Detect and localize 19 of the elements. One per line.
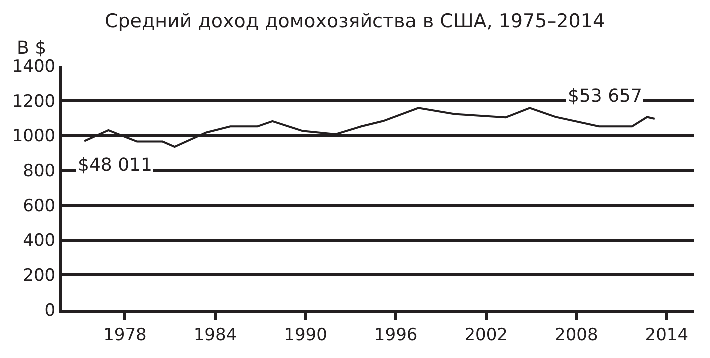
x-tick-label: 2002 — [464, 325, 508, 346]
y-tick-label: 600 — [23, 196, 56, 216]
x-tick-label: 1996 — [374, 325, 418, 346]
x-tick-label: 1978 — [104, 325, 147, 346]
x-tick-label: 1990 — [284, 325, 328, 346]
y-tick-label: 0 — [44, 300, 56, 321]
annotation: $53 657 — [568, 86, 642, 107]
x-tick-label: 2014 — [645, 325, 689, 346]
y-tick-label: 1000 — [12, 126, 56, 147]
y-tick-label: 400 — [23, 231, 56, 252]
x-tick-label: 1984 — [194, 325, 238, 346]
y-axis-title: В $ — [17, 38, 47, 59]
y-tick-label: 1200 — [12, 92, 56, 112]
x-tick-label: 2008 — [554, 325, 598, 346]
y-tick-label: 800 — [23, 162, 56, 182]
chart-title: Средний доход домохозяйства в США, 1975–2014 — [104, 10, 606, 33]
y-tick-label: 200 — [23, 266, 56, 286]
y-tick-label: 1400 — [12, 56, 56, 77]
annotation: $48 011 — [78, 155, 152, 176]
